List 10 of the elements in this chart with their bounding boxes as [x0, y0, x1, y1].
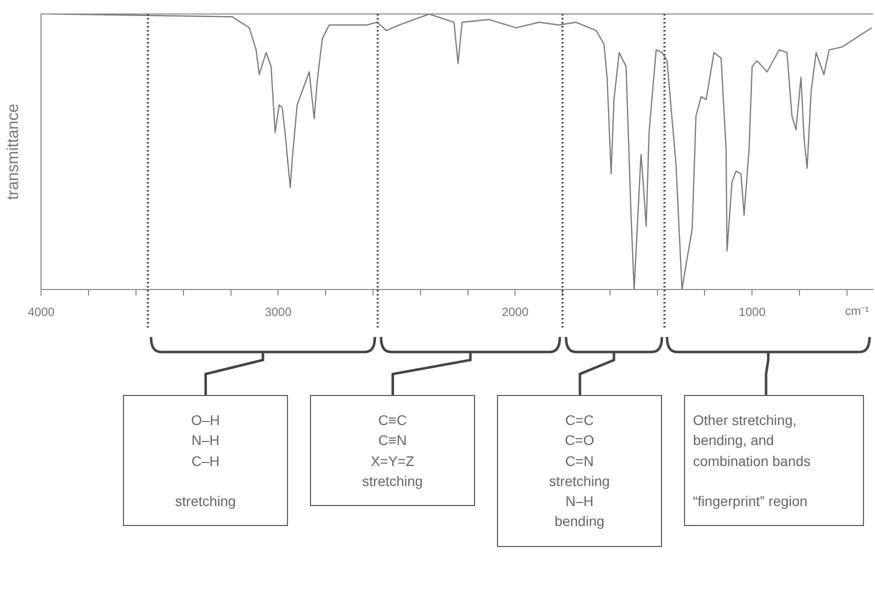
x-tick-label: 4000 [28, 305, 55, 320]
x-tick-label: 3000 [264, 305, 292, 320]
y-axis-title: transmittance [5, 104, 22, 200]
text: O–H N–H C–H stretching [175, 412, 236, 510]
x-tick-label: 2000 [502, 305, 529, 320]
text: C=C C=O C=N stretching N–H bending [497, 395, 662, 547]
x-axis-title: cm⁻¹ [845, 304, 869, 318]
text: Other stretching, bending, and combination bands “fingerprint” region [693, 412, 811, 510]
x-tick-label: 1000 [738, 305, 766, 320]
text: C≡C C≡N X=Y=Z stretching [310, 395, 475, 506]
